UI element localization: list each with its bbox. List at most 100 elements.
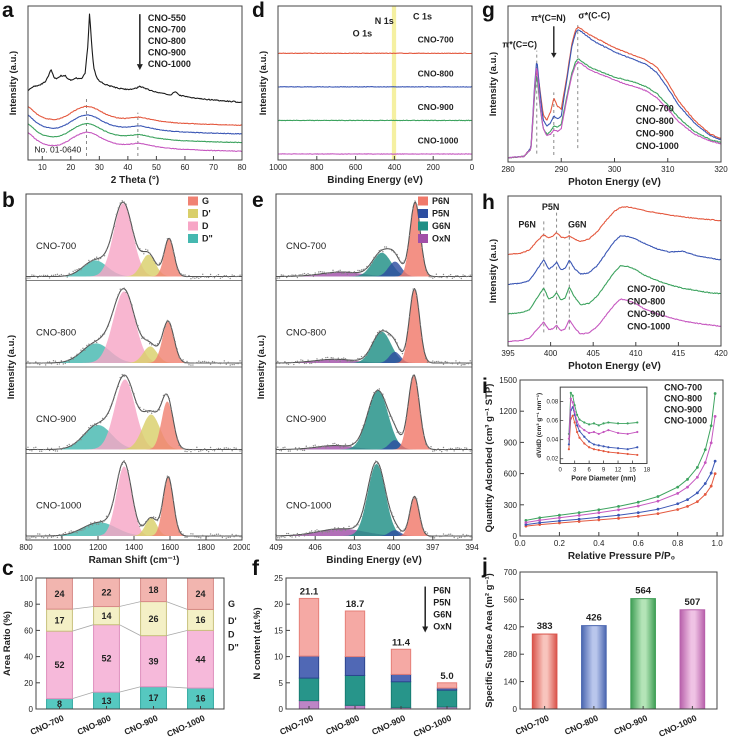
panel-c-svg: 8 52 17 24 CNO-700 13 52 14 22 CNO-800 17 39 26 18 CNO… bbox=[2, 574, 239, 739]
svg-text:D': D' bbox=[228, 616, 237, 626]
panel-b-letter: b bbox=[2, 189, 15, 212]
panel-g: g π*(C=C) π*(C=N) σ*(C-C) CNO-700 CNO-800 CNO… bbox=[480, 0, 729, 192]
svg-text:1500: 1500 bbox=[499, 376, 517, 385]
svg-text:70: 70 bbox=[209, 163, 218, 172]
panel-h: h P6N P5N G6N CNO-700 CNO-800 CNO-900 CNO-1000… bbox=[480, 192, 729, 376]
svg-text:CNO-800: CNO-800 bbox=[563, 713, 600, 737]
panel-f-letter: f bbox=[252, 557, 259, 580]
svg-text:CNO-800: CNO-800 bbox=[286, 327, 326, 338]
svg-text:CNO-900: CNO-900 bbox=[370, 713, 407, 737]
panel-b-chart: CNO-700 CNO-800 CNO-900 CNO-1000 G D' D D" 800 10… bbox=[0, 190, 250, 572]
svg-text:1.0: 1.0 bbox=[712, 539, 724, 548]
panel-f: f 21.1 CNO-700 18.7 CNO-800 11.4 CNO-900 5.0 CN… bbox=[250, 558, 480, 751]
svg-text:Relative Pressure P/P₀: Relative Pressure P/P₀ bbox=[568, 551, 675, 562]
svg-text:CNO-700: CNO-700 bbox=[636, 104, 674, 114]
svg-text:CNO-800: CNO-800 bbox=[36, 327, 76, 338]
svg-text:20: 20 bbox=[24, 679, 33, 688]
svg-text:900: 900 bbox=[504, 438, 518, 447]
svg-text:100: 100 bbox=[20, 574, 34, 583]
panel-e-letter: e bbox=[252, 189, 264, 212]
svg-text:420: 420 bbox=[504, 623, 518, 632]
panel-d-chart: CNO-700 CNO-800 CNO-900 CNO-1000 O 1s N 1s C 1… bbox=[250, 0, 480, 190]
svg-text:CNO-900: CNO-900 bbox=[36, 414, 76, 425]
svg-text:Quantity Adsorbed (cm³ g⁻¹ STP: Quantity Adsorbed (cm³ g⁻¹ STP) bbox=[484, 384, 495, 533]
svg-text:Intensity (a.u.): Intensity (a.u.) bbox=[488, 52, 499, 116]
svg-text:25: 25 bbox=[274, 574, 283, 583]
svg-text:CNO-700: CNO-700 bbox=[148, 25, 186, 35]
svg-text:1200: 1200 bbox=[499, 407, 517, 416]
svg-text:18: 18 bbox=[148, 585, 158, 595]
panel-j-letter: j bbox=[482, 555, 488, 578]
svg-text:P6N: P6N bbox=[518, 219, 536, 229]
svg-text:0.4: 0.4 bbox=[593, 539, 605, 548]
panel-a: a No. 01-0640 CNO-550 CNO-700 CNO-800 CNO-90… bbox=[0, 0, 250, 190]
svg-text:80: 80 bbox=[238, 163, 247, 172]
svg-text:G: G bbox=[228, 599, 235, 609]
svg-text:CNO-700: CNO-700 bbox=[29, 713, 66, 737]
svg-text:CNO-1000: CNO-1000 bbox=[664, 416, 707, 426]
svg-text:700: 700 bbox=[504, 568, 518, 577]
svg-text:CNO-700: CNO-700 bbox=[286, 241, 326, 252]
svg-text:280: 280 bbox=[504, 650, 518, 659]
panel-g-letter: g bbox=[482, 0, 495, 22]
svg-text:16: 16 bbox=[195, 615, 205, 625]
svg-text:G6N: G6N bbox=[568, 219, 587, 229]
panel-c-letter: c bbox=[2, 557, 14, 580]
svg-text:507: 507 bbox=[684, 597, 700, 608]
svg-text:50: 50 bbox=[152, 163, 161, 172]
svg-text:Specific Surface Area (m² g⁻¹): Specific Surface Area (m² g⁻¹) bbox=[484, 573, 495, 708]
svg-text:CNO-1000: CNO-1000 bbox=[636, 141, 679, 151]
svg-text:Area Ratio (%): Area Ratio (%) bbox=[2, 611, 13, 676]
panel-j: j 383 CNO-700 426 CNO-800 564 CNO-900 507 CNO-1… bbox=[480, 556, 729, 751]
svg-text:Binding Energy (eV): Binding Energy (eV) bbox=[327, 175, 423, 186]
panel-e-svg: CNO-700 CNO-800 CNO-900 CNO-1000 P6N P5N G6N Ox… bbox=[256, 193, 479, 566]
svg-text:800: 800 bbox=[310, 163, 324, 172]
svg-text:P5N: P5N bbox=[433, 598, 451, 608]
panel-b: b CNO-700 CNO-800 CNO-900 CNO-1000 G D' D D" 800… bbox=[0, 190, 250, 572]
svg-text:400: 400 bbox=[387, 543, 401, 552]
panel-a-letter: a bbox=[2, 0, 14, 22]
svg-text:300: 300 bbox=[608, 165, 622, 174]
svg-text:1600: 1600 bbox=[161, 543, 179, 552]
svg-text:0.8: 0.8 bbox=[672, 539, 684, 548]
svg-text:600: 600 bbox=[504, 470, 518, 479]
panel-i: i CNO-700 CNO-800 CNO-900 CNO-1000 0 3 6 9 12 15 1… bbox=[480, 376, 729, 564]
svg-text:D": D" bbox=[228, 642, 239, 652]
svg-text:0.6: 0.6 bbox=[633, 539, 645, 548]
panel-h-svg: P6N P5N G6N CNO-700 CNO-800 CNO-900 CNO-1000 39… bbox=[488, 195, 728, 372]
svg-text:D': D' bbox=[202, 209, 211, 219]
svg-text:383: 383 bbox=[537, 621, 553, 632]
svg-text:OxN: OxN bbox=[433, 622, 452, 632]
svg-text:CNO-550: CNO-550 bbox=[148, 13, 186, 23]
svg-text:P5N: P5N bbox=[432, 209, 450, 219]
panel-d-letter: d bbox=[252, 0, 265, 22]
svg-text:CNO-1000: CNO-1000 bbox=[148, 59, 191, 69]
svg-text:0.04: 0.04 bbox=[547, 438, 559, 444]
svg-text:40: 40 bbox=[24, 653, 33, 662]
svg-text:9: 9 bbox=[602, 468, 606, 474]
svg-text:12: 12 bbox=[615, 468, 622, 474]
svg-text:CNO-800: CNO-800 bbox=[76, 713, 113, 737]
svg-text:397: 397 bbox=[426, 543, 440, 552]
svg-text:6: 6 bbox=[587, 468, 591, 474]
svg-text:415: 415 bbox=[672, 349, 686, 358]
svg-text:10: 10 bbox=[274, 653, 283, 662]
svg-text:30: 30 bbox=[95, 163, 104, 172]
panel-d: d CNO-700 CNO-800 CNO-900 CNO-1000 O 1s N 1s C… bbox=[250, 0, 480, 190]
svg-text:560: 560 bbox=[504, 595, 518, 604]
svg-text:17: 17 bbox=[148, 693, 158, 703]
svg-text:2 Theta (°): 2 Theta (°) bbox=[111, 175, 159, 186]
svg-text:39: 39 bbox=[148, 656, 158, 666]
svg-text:N 1s: N 1s bbox=[375, 16, 394, 26]
svg-text:0.08: 0.08 bbox=[547, 399, 559, 405]
svg-text:24: 24 bbox=[54, 589, 64, 599]
svg-text:CNO-1000: CNO-1000 bbox=[36, 500, 81, 511]
svg-text:0: 0 bbox=[513, 705, 518, 714]
svg-text:409: 409 bbox=[269, 543, 283, 552]
svg-text:13: 13 bbox=[101, 696, 111, 706]
svg-text:Intensity (a.u.): Intensity (a.u.) bbox=[488, 239, 499, 303]
svg-text:CNO-700: CNO-700 bbox=[627, 284, 665, 294]
panel-f-svg: 21.1 CNO-700 18.7 CNO-800 11.4 CNO-900 5.0 CNO-… bbox=[252, 574, 471, 739]
svg-text:44: 44 bbox=[195, 654, 205, 664]
